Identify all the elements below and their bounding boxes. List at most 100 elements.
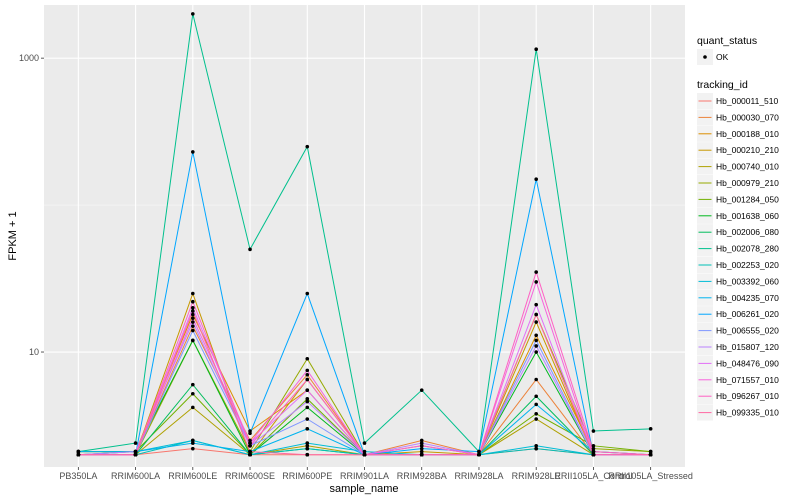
x-tick-label-5: RRIM901LA (340, 471, 389, 481)
point-Hb_000740_010-RRIM928LE (534, 417, 538, 421)
point-Hb_006555_020-RRIM600PE (305, 417, 310, 421)
point-Hb_004235_070-RRIM928LE (534, 402, 538, 407)
point-Hb_001284_050-RRIM600PE (305, 397, 310, 401)
point-Hb_099335_010-RRIM600LE (191, 309, 195, 313)
point-Hb_001638_060-RRIM928LE (534, 350, 538, 354)
point-Hb_000030_070-RRIM600LE (191, 324, 195, 328)
point-Hb_004235_070-PB350LA (76, 449, 81, 454)
x-tick-label-9: RRII105LA_Control (554, 471, 632, 481)
point-Hb_001638_060-RRIM600PE (305, 405, 310, 410)
point-Hb_000030_070-RRIM928BA (419, 438, 424, 443)
point-Hb_096267_010-RRIM600PE (305, 377, 310, 382)
x-axis: PB350LA RRIM600LA RRIM600LE RRIM600SE RRIM60… (59, 467, 693, 481)
point-Hb_004235_070-RRIM600PE (305, 427, 310, 431)
point-Hb_071557_010-RRIM600SE (248, 441, 252, 445)
point-Hb_099335_010-RRII105LA_Stressed (648, 452, 653, 457)
data-points (76, 12, 653, 457)
point-Hb_002006_080-RRIM928LE (534, 394, 538, 399)
point-Hb_006261_020-RRIM928BA (419, 446, 424, 451)
point-Hb_001284_050-RRII105LA_Control (591, 444, 596, 448)
point-Hb_002253_020-RRIM600PE (305, 446, 310, 451)
point-Hb_000030_070-RRIM928LE (534, 377, 538, 382)
legend-quant-point-0 (703, 55, 707, 59)
x-tick-label-0: PB350LA (59, 471, 97, 481)
legend-label-Hb_000979_210: Hb_000979_210 (716, 178, 779, 188)
point-Hb_071557_010-RRIM928LE (534, 280, 538, 284)
legend-label-Hb_000210_210: Hb_000210_210 (716, 145, 779, 155)
point-Hb_071557_010-RRIM928BA (419, 444, 424, 448)
legend-label-Hb_000011_510: Hb_000011_510 (716, 96, 779, 106)
point-Hb_004235_070-RRIM600LE (191, 441, 195, 445)
point-Hb_002078_280-RRIM928BA (419, 388, 424, 392)
point-Hb_006261_020-RRIM928LA (477, 449, 481, 454)
x-tick-label-3: RRIM600SE (225, 471, 275, 481)
point-Hb_071557_010-RRIM600PE (305, 368, 310, 373)
point-Hb_002078_280-RRIM600LE (191, 12, 195, 16)
point-Hb_000210_210-RRIM928LE (534, 320, 538, 324)
legend-title-quant-status: quant_status (697, 35, 757, 47)
point-Hb_001638_060-RRIM600LE (191, 338, 195, 343)
point-Hb_099335_010-PB350LA (76, 452, 81, 457)
point-Hb_000740_010-RRIM600PE (305, 444, 310, 448)
x-tick-label-4: RRIM600PE (282, 471, 332, 481)
point-Hb_000030_070-RRIM600PE (305, 372, 310, 377)
point-Hb_015807_120-RRIM928BA (419, 441, 424, 445)
point-Hb_000011_510-RRIM600LE (191, 446, 195, 451)
legend-label-Hb_000188_010: Hb_000188_010 (716, 129, 779, 139)
point-Hb_002078_280-RRIM600PE (305, 144, 310, 149)
legend-quant-items: OK (697, 49, 729, 65)
x-tick-label-6: RRIM928BA (397, 471, 447, 481)
point-Hb_002253_020-RRIM928LE (534, 446, 538, 451)
point-Hb_001284_050-RRII105LA_Stressed (648, 449, 653, 454)
legend-label-Hb_006555_020: Hb_006555_020 (716, 326, 779, 336)
legend-label-Hb_001284_050: Hb_001284_050 (716, 194, 779, 204)
legend-label-Hb_000740_010: Hb_000740_010 (716, 162, 779, 172)
point-Hb_099335_010-RRII105LA_Control (591, 452, 596, 457)
point-Hb_048476_090-RRIM600LE (191, 305, 195, 310)
point-Hb_099335_010-RRIM928LA (477, 452, 481, 457)
point-Hb_015807_120-RRIM600PE (305, 399, 310, 404)
y-tick-label-0: 10 (29, 347, 39, 357)
point-Hb_000188_010-RRIM600LE (191, 312, 195, 317)
point-Hb_002078_280-RRII105LA_Stressed (648, 427, 653, 431)
point-Hb_015807_120-RRIM928LE (534, 344, 538, 348)
point-Hb_015807_120-RRIM600LA (133, 449, 138, 454)
point-Hb_003392_060-RRIM928LE (534, 444, 538, 448)
legend-label-Hb_002006_080: Hb_002006_080 (716, 227, 779, 237)
point-Hb_096267_010-RRIM600SE (248, 444, 252, 448)
x-tick-label-7: RRIM928LA (454, 471, 503, 481)
legend-label-Hb_001638_060: Hb_001638_060 (716, 211, 779, 221)
legend-label-Hb_003392_060: Hb_003392_060 (716, 276, 779, 286)
point-Hb_096267_010-RRIM928LE (534, 270, 538, 274)
point-Hb_003392_060-RRIM600SE (248, 452, 252, 457)
point-Hb_000210_210-RRIM600LE (191, 291, 195, 296)
point-Hb_096267_010-RRIM600LE (191, 299, 195, 304)
point-Hb_006555_020-RRIM600LE (191, 328, 195, 333)
x-axis-title: sample_name (329, 483, 398, 495)
point-Hb_099335_010-RRIM928LE (534, 312, 538, 317)
legend-tracking-items: Hb_000011_510 Hb_000030_070 Hb_000188_010 H… (697, 93, 779, 421)
legend-label-Hb_002253_020: Hb_002253_020 (716, 260, 779, 270)
point-Hb_000188_010-RRIM928LE (534, 333, 538, 338)
point-Hb_099335_010-RRIM600LA (133, 452, 138, 457)
point-Hb_048476_090-RRIM600PE (305, 388, 310, 392)
point-Hb_003392_060-RRIM901LA (362, 449, 367, 454)
point-Hb_000979_210-RRIM600PE (305, 356, 310, 361)
point-Hb_001284_050-RRIM928LE (534, 411, 538, 416)
legend: quant_status OK tracking_id Hb_000011_51… (697, 35, 779, 421)
point-Hb_006261_020-RRIM928LE (534, 177, 538, 182)
point-Hb_006261_020-RRIM600LE (191, 150, 195, 154)
point-Hb_048476_090-RRIM928LE (534, 302, 538, 307)
point-Hb_006555_020-RRIM928LE (534, 338, 538, 343)
point-Hb_002078_280-RRIM600LA (133, 441, 138, 445)
legend-label-Hb_000030_070: Hb_000030_070 (716, 112, 779, 122)
legend-title-tracking-id: tracking_id (697, 79, 748, 91)
point-Hb_099335_010-RRIM928BA (419, 452, 424, 457)
point-Hb_006261_020-RRIM600PE (305, 291, 310, 296)
point-Hb_001284_050-RRIM600LE (191, 391, 195, 396)
x-tick-label-1: RRIM600LA (111, 471, 160, 481)
legend-label-Hb_096267_010: Hb_096267_010 (716, 391, 779, 401)
point-Hb_000979_210-RRII105LA_Control (591, 446, 596, 451)
point-Hb_099335_010-RRIM600PE (305, 452, 310, 457)
